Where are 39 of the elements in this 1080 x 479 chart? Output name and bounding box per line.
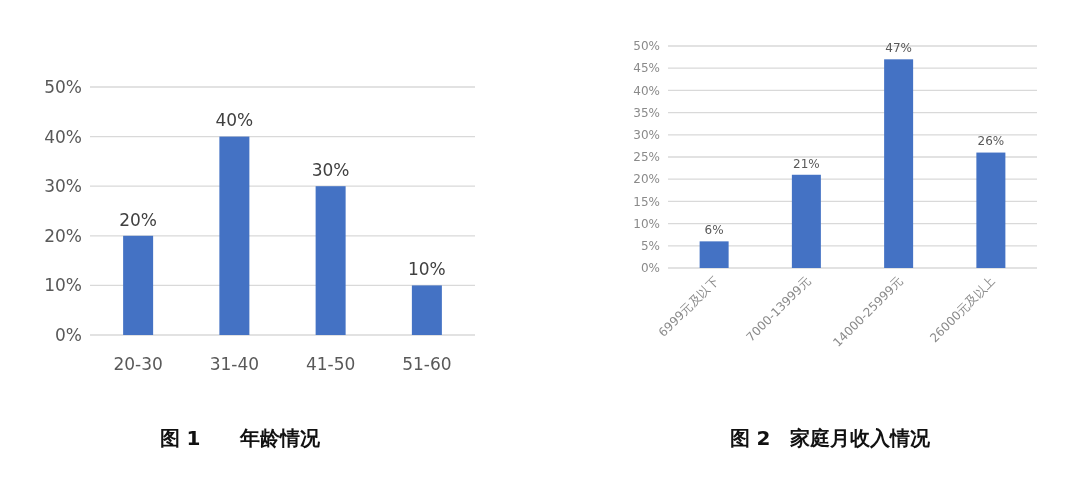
- text: 图 1 年龄情况: [159, 426, 322, 450]
- data-label: 30%: [311, 160, 350, 180]
- data-label: 10%: [407, 259, 446, 280]
- y-tick-label: 25%: [633, 150, 660, 165]
- data-label: 21%: [793, 156, 820, 171]
- y-tick-label: 35%: [633, 105, 660, 120]
- y-tick-label: 20%: [633, 172, 660, 187]
- data-label: 47%: [885, 41, 912, 56]
- y-tick-label: 10%: [44, 275, 82, 296]
- y-tick-label: 15%: [633, 194, 660, 209]
- y-tick-label: 40%: [44, 126, 82, 147]
- x-tick-label: 31-40: [209, 354, 260, 374]
- y-tick-label: 20%: [44, 225, 82, 246]
- bar: [315, 186, 346, 335]
- x-tick-label: 41-50: [305, 354, 356, 374]
- y-tick-label: 50%: [44, 76, 82, 97]
- y-tick-label: 10%: [633, 216, 660, 231]
- y-tick-label: 45%: [633, 61, 660, 76]
- y-tick-label: 0%: [640, 261, 660, 276]
- bar: [791, 174, 821, 268]
- bar: [976, 152, 1006, 268]
- text: 图 2 家庭月收入情况: [729, 426, 932, 450]
- x-tick-label: 51-60: [402, 354, 452, 374]
- bar: [411, 285, 442, 335]
- data-label: 40%: [215, 110, 254, 131]
- data-label: 20%: [119, 209, 158, 230]
- bar: [699, 241, 729, 268]
- y-tick-label: 30%: [633, 128, 660, 142]
- x-tick-label: 20-30: [113, 354, 163, 374]
- y-tick-label: 30%: [44, 176, 82, 197]
- data-label: 26%: [977, 134, 1005, 149]
- y-tick-label: 5%: [640, 239, 660, 253]
- y-tick-label: 40%: [633, 83, 660, 98]
- data-label: 6%: [704, 223, 724, 238]
- bar: [123, 235, 154, 335]
- y-tick-label: 0%: [55, 324, 82, 345]
- bar: [884, 59, 914, 268]
- bar: [219, 136, 250, 335]
- y-tick-label: 50%: [633, 39, 660, 54]
